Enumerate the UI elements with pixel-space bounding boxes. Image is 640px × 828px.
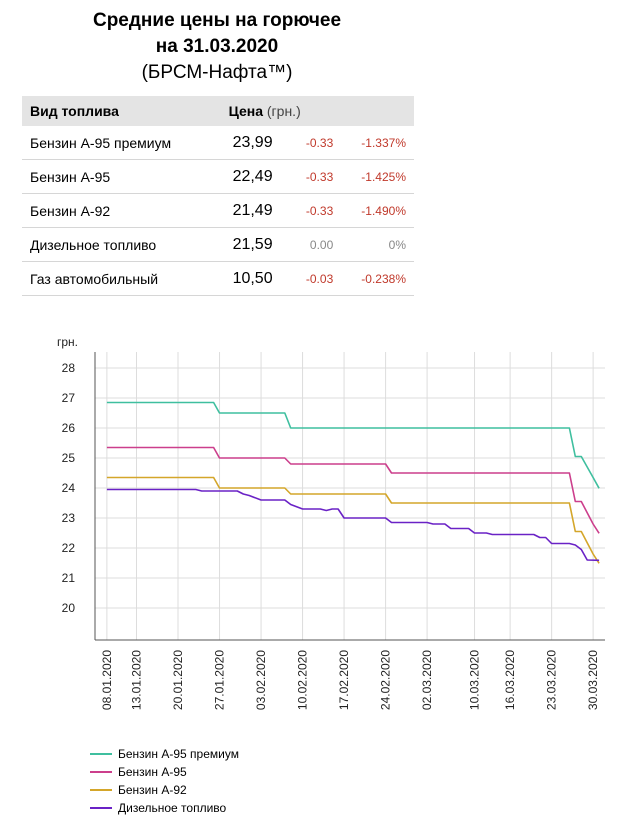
legend-swatch bbox=[90, 789, 112, 791]
header-fuel-type: Вид топлива bbox=[22, 96, 221, 126]
fuel-name: Бензин А-92 bbox=[22, 193, 221, 228]
y-tick-label: 24 bbox=[62, 481, 76, 495]
price-change-percent: -1.490% bbox=[337, 193, 414, 228]
price-change-percent: -0.238% bbox=[337, 261, 414, 296]
table-row: Дизельное топливо 21,59 0.00 0% bbox=[22, 227, 414, 262]
header-price-unit: (грн.) bbox=[266, 103, 301, 119]
page-title: Средние цены на горючее bbox=[92, 10, 342, 31]
fuel-price: 21,59 bbox=[220, 227, 293, 262]
fuel-name: Бензин А-95 премиум bbox=[22, 126, 221, 160]
series-line bbox=[106, 401, 600, 489]
price-change: -0.33 bbox=[292, 193, 338, 228]
y-tick-label: 22 bbox=[62, 541, 76, 555]
x-tick-label: 30.03.2020 bbox=[586, 650, 600, 710]
y-tick-label: 28 bbox=[62, 361, 76, 375]
x-tick-label: 27.01.2020 bbox=[213, 650, 227, 710]
fuel-price: 23,99 bbox=[220, 126, 293, 160]
price-change: 0.00 bbox=[292, 227, 338, 262]
x-tick-label: 24.02.2020 bbox=[379, 650, 393, 710]
x-tick-label: 08.01.2020 bbox=[100, 650, 114, 710]
y-tick-label: 27 bbox=[62, 391, 76, 405]
x-tick-label: 02.03.2020 bbox=[420, 650, 434, 710]
legend-swatch bbox=[90, 771, 112, 773]
x-tick-label: 17.02.2020 bbox=[337, 650, 351, 710]
table-row: Газ автомобильный 10,50 -0.03 -0.238% bbox=[22, 261, 414, 296]
price-change: -0.33 bbox=[292, 159, 338, 194]
legend-label: Бензин А-95 bbox=[118, 765, 187, 779]
y-tick-label: 26 bbox=[62, 421, 76, 435]
x-tick-label: 03.02.2020 bbox=[254, 650, 268, 710]
fuel-name: Бензин А-95 bbox=[22, 159, 221, 194]
table-row: Бензин А-95 премиум 23,99 -0.33 -1.337% bbox=[22, 126, 414, 160]
price-change: -0.33 bbox=[292, 126, 338, 160]
fuel-price: 10,50 bbox=[220, 261, 293, 296]
legend-swatch bbox=[90, 753, 112, 755]
series-line bbox=[106, 446, 600, 534]
y-tick-label: 25 bbox=[62, 451, 76, 465]
series-line bbox=[106, 476, 600, 564]
table-header-row: Вид топлива Цена (грн.) bbox=[22, 96, 414, 126]
title-block: Средние цены на горючее на 31.03.2020 (Б… bbox=[22, 8, 412, 86]
legend-item: Бензин А-95 bbox=[90, 763, 239, 781]
price-change: -0.03 bbox=[292, 261, 338, 296]
source-label: (БРСМ-Нафта™) bbox=[141, 62, 293, 83]
page-date: на 31.03.2020 bbox=[155, 36, 279, 57]
y-tick-label: 20 bbox=[62, 601, 76, 615]
fuel-price: 21,49 bbox=[220, 193, 293, 228]
y-tick-label: 21 bbox=[62, 571, 76, 585]
x-tick-label: 16.03.2020 bbox=[503, 650, 517, 710]
price-change-percent: -1.337% bbox=[337, 126, 414, 160]
price-table: Вид топлива Цена (грн.) Бензин А-95 прем… bbox=[22, 96, 414, 296]
fuel-price-chart: 20 21 22 23 24 25 26 27 28 08.01.2020 13.01.2020 20… bbox=[57, 335, 605, 710]
legend-label: Бензин А-95 премиум bbox=[118, 747, 239, 761]
legend-label: Бензин А-92 bbox=[118, 783, 187, 797]
x-tick-label: 20.01.2020 bbox=[171, 650, 185, 710]
x-tick-label: 13.01.2020 bbox=[130, 650, 144, 710]
y-tick-label: 23 bbox=[62, 511, 76, 525]
legend-item: Бензин А-95 премиум bbox=[90, 745, 239, 763]
legend-item: Бензин А-92 bbox=[90, 781, 239, 799]
legend-swatch bbox=[90, 807, 112, 809]
price-change-percent: 0% bbox=[337, 227, 414, 262]
x-tick-label: 10.02.2020 bbox=[296, 650, 310, 710]
fuel-name: Дизельное топливо bbox=[22, 227, 221, 262]
header-price-label: Цена bbox=[228, 103, 263, 119]
x-tick-label: 10.03.2020 bbox=[468, 650, 482, 710]
x-tick-label: 23.03.2020 bbox=[545, 650, 559, 710]
fuel-price: 22,49 bbox=[220, 159, 293, 194]
fuel-name: Газ автомобильный bbox=[22, 261, 221, 296]
table-row: Бензин А-92 21,49 -0.33 -1.490% bbox=[22, 193, 414, 228]
header-price: Цена (грн.) bbox=[220, 96, 414, 126]
price-change-percent: -1.425% bbox=[337, 159, 414, 194]
y-axis-label: грн. bbox=[57, 335, 78, 349]
table-row: Бензин А-95 22,49 -0.33 -1.425% bbox=[22, 159, 414, 194]
legend-item: Дизельное топливо bbox=[90, 799, 239, 817]
series-line bbox=[106, 488, 600, 562]
legend-label: Дизельное топливо bbox=[118, 801, 227, 815]
chart-legend: Бензин А-95 премиум Бензин А-95 Бензин А… bbox=[90, 745, 239, 817]
